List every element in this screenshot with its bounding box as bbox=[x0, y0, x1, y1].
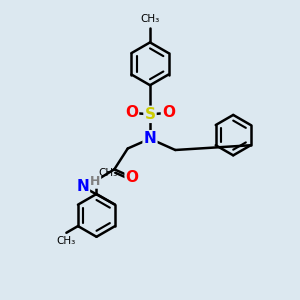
Text: O: O bbox=[125, 105, 138, 120]
Text: CH₃: CH₃ bbox=[140, 14, 160, 24]
Text: O: O bbox=[126, 170, 139, 185]
Text: CH₃: CH₃ bbox=[98, 168, 117, 178]
Text: S: S bbox=[145, 107, 155, 122]
Text: N: N bbox=[76, 179, 89, 194]
Text: O: O bbox=[162, 105, 175, 120]
Text: CH₃: CH₃ bbox=[57, 236, 76, 246]
Text: N: N bbox=[144, 131, 156, 146]
Text: H: H bbox=[90, 175, 100, 188]
